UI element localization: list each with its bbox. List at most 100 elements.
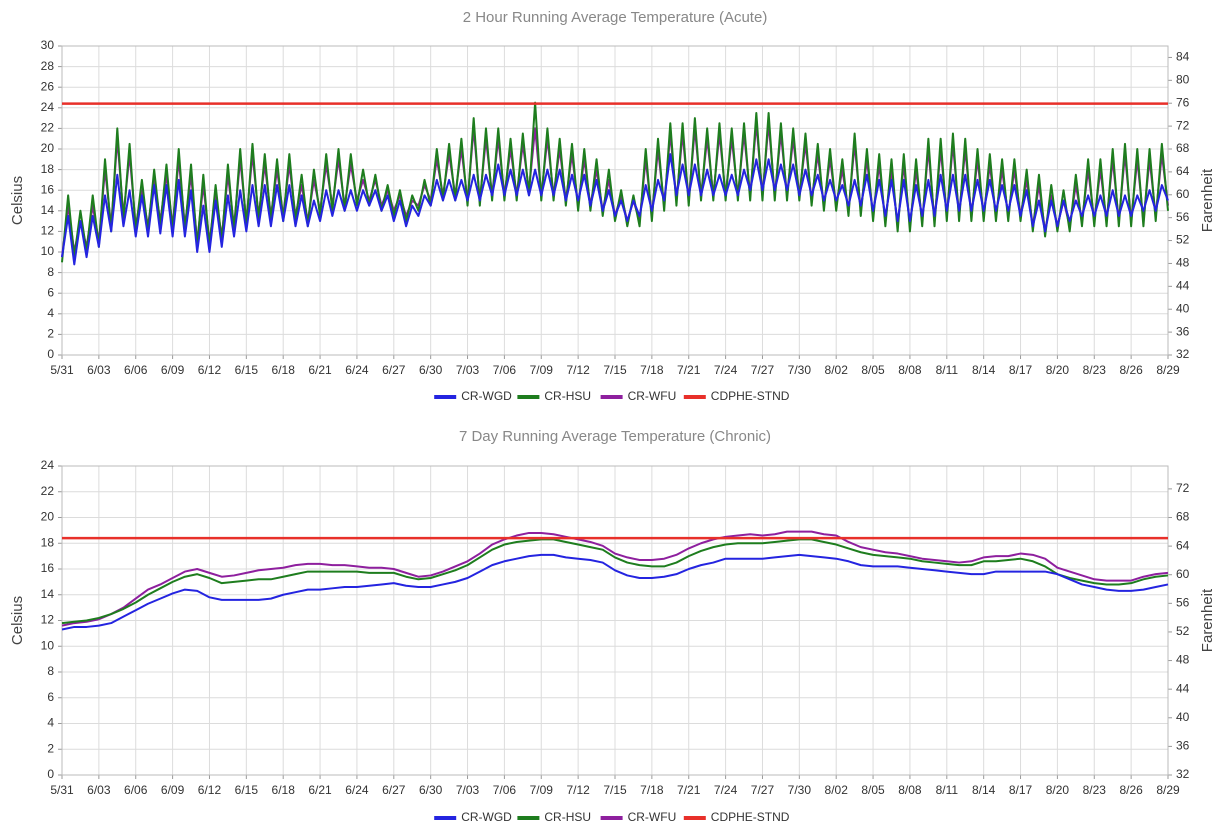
x-tick-label: 8/17 <box>1009 783 1033 797</box>
x-tick-label: 6/09 <box>161 783 185 797</box>
chart-panel: 2 Hour Running Average Temperature (Acut… <box>9 9 1216 403</box>
x-tick-label: 6/03 <box>87 363 111 377</box>
y-tick-label: 16 <box>41 561 55 575</box>
y2-tick-label: 64 <box>1176 164 1190 178</box>
x-tick-label: 6/15 <box>235 783 259 797</box>
y-tick-label: 26 <box>41 79 55 93</box>
x-tick-label: 6/24 <box>345 363 369 377</box>
y2-tick-label: 76 <box>1176 95 1190 109</box>
x-tick-label: 6/12 <box>198 783 222 797</box>
y-tick-label: 12 <box>41 613 55 627</box>
x-tick-label: 6/12 <box>198 363 222 377</box>
y-tick-label: 2 <box>47 327 54 341</box>
x-tick-label: 7/18 <box>640 363 664 377</box>
x-tick-label: 7/06 <box>493 363 517 377</box>
y2-tick-label: 68 <box>1176 141 1190 155</box>
x-tick-label: 6/24 <box>345 783 369 797</box>
legend-label: CR-HSU <box>544 389 591 403</box>
x-tick-label: 5/31 <box>50 783 74 797</box>
x-tick-label: 6/03 <box>87 783 111 797</box>
series-line <box>61 153 1169 266</box>
x-tick-label: 6/21 <box>308 783 332 797</box>
x-tick-label: 7/24 <box>714 783 738 797</box>
legend-label: CR-WGD <box>461 810 512 824</box>
y2-tick-label: 52 <box>1176 624 1190 638</box>
y2-tick-label: 44 <box>1176 681 1190 695</box>
x-tick-label: 6/09 <box>161 363 185 377</box>
x-tick-label: 8/23 <box>1083 783 1107 797</box>
y2-tick-label: 32 <box>1176 767 1190 781</box>
y2-tick-label: 56 <box>1176 210 1190 224</box>
x-tick-label: 7/03 <box>456 783 480 797</box>
y-tick-label: 22 <box>41 484 55 498</box>
x-tick-label: 8/23 <box>1083 363 1107 377</box>
x-tick-label: 6/21 <box>308 363 332 377</box>
chart-panel: 7 Day Running Average Temperature (Chron… <box>9 428 1216 824</box>
y-tick-label: 4 <box>47 306 54 320</box>
x-tick-label: 7/21 <box>677 363 701 377</box>
x-tick-label: 7/18 <box>640 783 664 797</box>
x-tick-label: 7/06 <box>493 783 517 797</box>
y-tick-label: 24 <box>41 100 55 114</box>
x-tick-label: 6/06 <box>124 363 148 377</box>
y-tick-label: 28 <box>41 59 55 73</box>
y2-tick-label: 36 <box>1176 324 1190 338</box>
x-tick-label: 7/15 <box>603 783 627 797</box>
y-tick-label: 14 <box>41 587 55 601</box>
y2-tick-label: 80 <box>1176 73 1190 87</box>
x-tick-label: 8/20 <box>1046 783 1070 797</box>
x-tick-label: 6/30 <box>419 363 443 377</box>
y2-tick-label: 40 <box>1176 710 1190 724</box>
x-tick-label: 7/21 <box>677 783 701 797</box>
x-tick-label: 8/14 <box>972 363 996 377</box>
legend-label: CR-WGD <box>461 389 512 403</box>
x-tick-label: 6/27 <box>382 783 406 797</box>
legend-label: CR-WFU <box>628 810 677 824</box>
y2-tick-label: 32 <box>1176 347 1190 361</box>
y-tick-label: 8 <box>47 265 54 279</box>
y-tick-label: 6 <box>47 690 54 704</box>
legend-label: CDPHE-STND <box>711 810 790 824</box>
y2-axis-title: Farenheit <box>1199 168 1216 232</box>
x-tick-label: 7/30 <box>788 363 812 377</box>
y2-tick-label: 48 <box>1176 256 1190 270</box>
y-tick-label: 4 <box>47 716 54 730</box>
x-tick-label: 6/18 <box>272 783 296 797</box>
x-tick-label: 7/09 <box>530 363 554 377</box>
x-tick-label: 6/27 <box>382 363 406 377</box>
y2-tick-label: 60 <box>1176 187 1190 201</box>
legend-label: CR-HSU <box>544 810 591 824</box>
y-tick-label: 12 <box>41 224 55 238</box>
y2-tick-label: 56 <box>1176 596 1190 610</box>
x-tick-label: 8/26 <box>1119 363 1143 377</box>
x-tick-label: 7/15 <box>603 363 627 377</box>
x-tick-label: 8/26 <box>1119 783 1143 797</box>
x-tick-label: 8/14 <box>972 783 996 797</box>
y-tick-label: 20 <box>41 510 55 524</box>
x-tick-label: 5/31 <box>50 363 74 377</box>
y-tick-label: 0 <box>47 767 54 781</box>
y2-tick-label: 60 <box>1176 567 1190 581</box>
x-tick-label: 7/12 <box>566 363 590 377</box>
y2-tick-label: 40 <box>1176 301 1190 315</box>
legend-label: CDPHE-STND <box>711 389 790 403</box>
chart-title: 2 Hour Running Average Temperature (Acut… <box>463 9 768 26</box>
y-tick-label: 24 <box>41 458 55 472</box>
y2-tick-label: 72 <box>1176 481 1190 495</box>
x-tick-label: 6/30 <box>419 783 443 797</box>
x-tick-label: 8/05 <box>861 783 885 797</box>
x-tick-label: 8/11 <box>936 363 959 377</box>
y-axis-title: Celsius <box>9 176 26 225</box>
x-tick-label: 7/27 <box>751 783 775 797</box>
x-tick-label: 6/06 <box>124 783 148 797</box>
y-tick-label: 10 <box>41 638 55 652</box>
y-tick-label: 16 <box>41 182 55 196</box>
y2-tick-label: 72 <box>1176 118 1190 132</box>
x-tick-label: 8/05 <box>861 363 885 377</box>
y-tick-label: 30 <box>41 38 55 52</box>
x-tick-label: 8/02 <box>825 783 849 797</box>
y-tick-label: 0 <box>47 347 54 361</box>
series-line <box>61 538 1169 625</box>
plot-frame <box>61 465 1169 776</box>
